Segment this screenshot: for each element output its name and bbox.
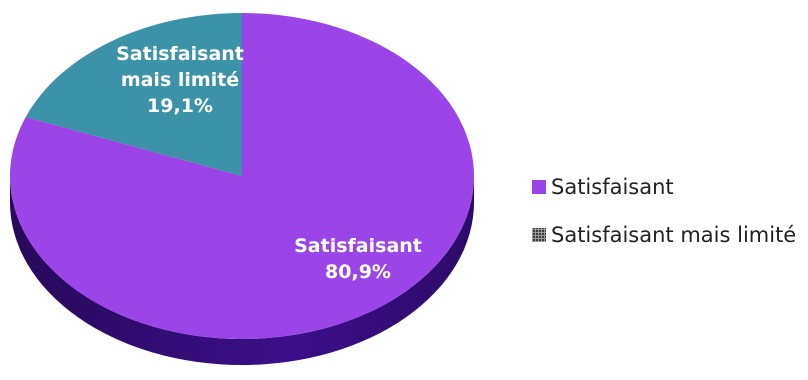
data-label-text: Satisfaisant (294, 235, 422, 257)
data-label-satisfaisant-mais-limite: Satisfaisant mais limité 19,1% (116, 43, 244, 117)
pie-side-shade-satisfaisant (10, 176, 474, 365)
legend-swatch-satisfaisant-mais-limite (532, 228, 546, 242)
data-label-text: Satisfaisant (116, 43, 244, 65)
pie-data-labels: Satisfaisant 80,9% Satisfaisant mais limité… (116, 43, 422, 283)
legend-label-satisfaisant-mais-limite: Satisfaisant mais limité (551, 223, 797, 247)
pie-slices (9, 13, 475, 339)
pie-3d-sides (10, 176, 474, 365)
legend-item-satisfaisant[interactable]: Satisfaisant (532, 172, 796, 202)
legend: Satisfaisant Satisfaisant mais limité (532, 172, 796, 268)
data-label-satisfaisant: Satisfaisant 80,9% (294, 235, 422, 283)
legend-swatch-satisfaisant (532, 180, 546, 194)
legend-label-satisfaisant: Satisfaisant (551, 175, 674, 199)
data-label-value: 80,9% (325, 261, 391, 283)
legend-item-satisfaisant-mais-limite[interactable]: Satisfaisant mais limité (532, 220, 796, 250)
data-label-text: mais limité (121, 69, 239, 91)
data-label-value: 19,1% (147, 95, 213, 117)
pie-slice-satisfaisant-mais-limite[interactable] (25, 13, 242, 176)
